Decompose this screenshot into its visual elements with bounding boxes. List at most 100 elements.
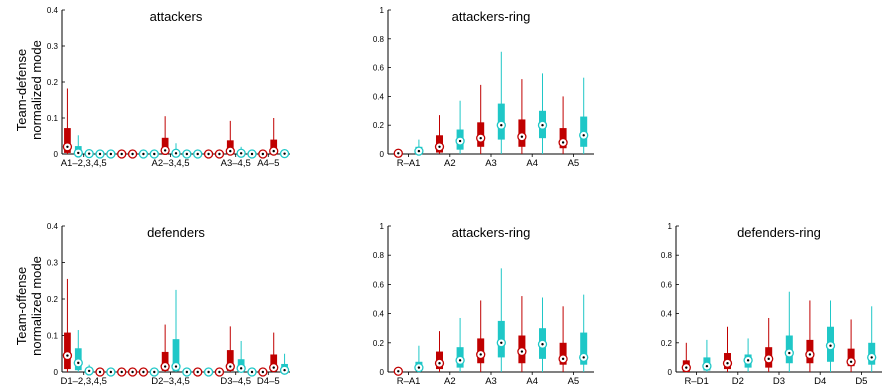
category-label: A5 <box>568 158 580 169</box>
median-dot <box>788 351 791 355</box>
median-dot <box>272 149 275 153</box>
chart-title: defenders <box>147 225 205 240</box>
category-label: R–A1 <box>397 158 421 169</box>
box-body <box>270 354 278 372</box>
category-label: A3 <box>485 158 497 169</box>
category-label: A4 <box>526 376 538 387</box>
y-tick-label: 0.6 <box>373 280 385 289</box>
median-dot <box>870 356 873 359</box>
box-body <box>559 342 567 365</box>
median-dot <box>808 353 812 356</box>
median-dot <box>582 134 585 137</box>
median-dot <box>397 370 400 373</box>
category-label: D3–4,5 <box>220 376 251 387</box>
median-dot <box>829 344 832 347</box>
median-dot <box>185 370 189 374</box>
y-tick-label: 0.2 <box>47 78 59 87</box>
median-dot <box>153 370 156 374</box>
median-dot <box>520 350 524 353</box>
median-dot <box>746 359 750 362</box>
median-dot <box>218 152 221 156</box>
y-tick-label: 0.8 <box>373 35 385 44</box>
median-dot <box>541 343 544 346</box>
chart-title: defenders-ring <box>737 225 821 240</box>
median-dot <box>397 152 400 155</box>
category-label: A2 <box>444 376 456 387</box>
row-label-top-line1: Team-defense <box>14 49 29 131</box>
median-dot <box>438 145 441 148</box>
median-dot <box>218 370 221 374</box>
category-label: R–A1 <box>397 376 421 387</box>
box-body <box>64 332 71 370</box>
y-tick-label: 0 <box>380 368 385 377</box>
y-tick-label: 0.4 <box>47 222 59 231</box>
category-label: A1–2,3,4,5 <box>61 158 107 169</box>
category-label: D2 <box>732 376 744 387</box>
median-dot <box>479 353 482 356</box>
y-tick-label: 1 <box>380 222 385 231</box>
median-dot <box>726 362 729 365</box>
median-dot <box>229 149 232 153</box>
median-dot <box>153 152 156 156</box>
box-body <box>161 351 169 371</box>
median-dot <box>185 152 189 156</box>
median-dot <box>849 360 853 363</box>
median-dot <box>163 365 167 368</box>
y-tick-label: 0.8 <box>661 251 673 260</box>
median-dot <box>561 141 565 144</box>
median-dot <box>239 152 243 155</box>
median-dot <box>142 152 145 156</box>
box-body <box>580 332 588 365</box>
category-label: A4–5 <box>257 158 279 169</box>
y-tick-label: 0.1 <box>47 114 59 123</box>
median-dot <box>500 124 503 127</box>
row-label-bottom-line2: normalized mode <box>29 256 44 356</box>
y-tick-label: 0.4 <box>47 6 59 15</box>
y-tick-label: 0.2 <box>373 339 385 348</box>
category-label: D4–5 <box>257 376 280 387</box>
category-label: A2–3,4,5 <box>152 158 190 169</box>
y-tick-label: 0.2 <box>47 295 59 304</box>
median-dot <box>196 370 199 374</box>
y-tick-label: 0 <box>54 368 59 377</box>
median-dot <box>520 135 524 138</box>
median-dot <box>142 370 145 374</box>
median-dot <box>767 357 770 361</box>
median-dot <box>685 366 688 369</box>
panel-1: 0 0.2 0.4 0.6 0.8 1 attackers-ring R–A1 A2 A3 A4 A5 <box>373 6 594 169</box>
panel-2: 0 0.1 0.2 0.3 0.4 defenders D1–2,3,4,5 D2–3,4,5… <box>47 222 290 387</box>
y-tick-label: 0.6 <box>373 64 385 73</box>
box-body <box>172 339 180 372</box>
median-dot <box>109 152 113 156</box>
box-body <box>226 350 234 371</box>
median-dot <box>98 152 102 156</box>
median-dot <box>239 367 243 370</box>
category-label: R–D1 <box>684 376 708 387</box>
box-body <box>64 128 71 153</box>
median-dot <box>561 357 565 361</box>
y-tick-label: 0.1 <box>47 332 59 341</box>
y-tick-label: 0.4 <box>373 310 385 319</box>
median-dot <box>705 364 709 368</box>
median-dot <box>417 366 421 369</box>
median-dot <box>261 152 265 156</box>
median-dot <box>87 369 91 373</box>
median-dot <box>120 152 123 156</box>
panel-3: 0 0.2 0.4 0.6 0.8 1 attackers-ring R–A1 A2 A3 A4 A5 <box>373 222 594 387</box>
median-dot <box>272 366 275 369</box>
median-dot <box>98 370 102 374</box>
median-dot <box>283 368 286 372</box>
median-dot <box>131 152 134 156</box>
row-label-top-line2: normalized mode <box>29 40 44 140</box>
category-label: D3 <box>773 376 785 387</box>
chart-panels: 0 0.1 0.2 0.3 0.4 attackers A1–2,3,4,5 A2–3,4,5… <box>47 6 882 387</box>
median-dot <box>207 370 210 374</box>
y-tick-label: 0.3 <box>47 42 59 51</box>
y-tick-label: 0 <box>380 150 385 159</box>
category-label: A2 <box>444 158 456 169</box>
median-dot <box>250 370 254 374</box>
panel-4: 0 0.2 0.4 0.6 0.8 1 defenders-ring R–D1 D2 D3 D4 D5 <box>661 222 882 387</box>
median-dot <box>120 370 123 374</box>
median-dot <box>196 152 199 156</box>
